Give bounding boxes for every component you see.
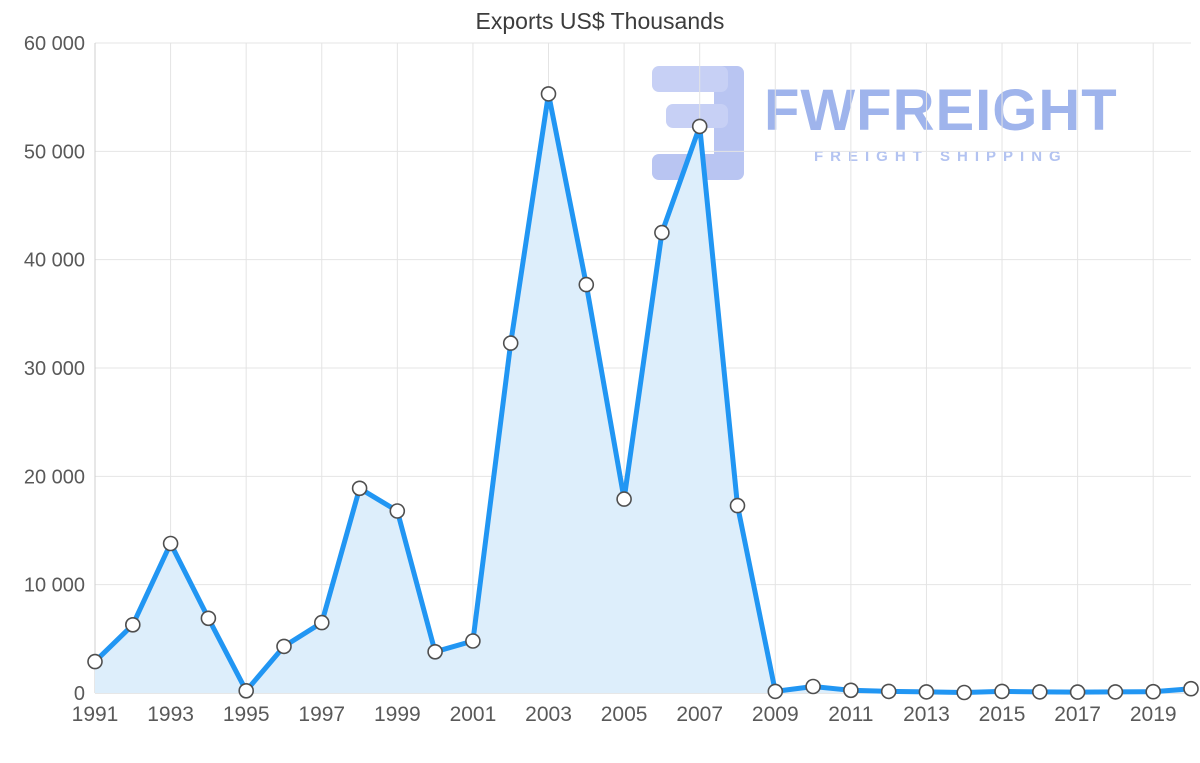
x-axis-label: 1991 (72, 703, 119, 726)
x-axis-label: 2007 (676, 703, 723, 726)
y-axis-label: 50 000 (24, 141, 85, 163)
x-axis-label: 2009 (752, 703, 799, 726)
data-point-marker[interactable] (540, 86, 557, 102)
x-axis-label: 2017 (1054, 703, 1101, 726)
y-axis-label: 20 000 (24, 466, 85, 488)
data-point-marker[interactable] (729, 497, 746, 514)
data-point-marker[interactable] (502, 335, 519, 351)
x-axis-label: 1999 (374, 703, 421, 726)
data-point-marker[interactable] (1183, 680, 1199, 697)
data-point-marker[interactable] (956, 684, 973, 701)
data-point-marker[interactable] (125, 616, 141, 633)
series-area-fill (95, 93, 1191, 693)
data-point-marker[interactable] (276, 638, 292, 655)
data-point-marker[interactable] (843, 682, 859, 699)
x-axis-label: 2005 (601, 703, 648, 726)
data-point-marker[interactable] (238, 682, 254, 699)
x-axis-label: 2001 (450, 703, 497, 726)
x-axis-label: 1993 (147, 703, 194, 726)
data-point-marker[interactable] (616, 491, 632, 507)
data-point-marker[interactable] (465, 633, 481, 649)
y-axis-label: 40 000 (24, 250, 85, 272)
data-point-marker[interactable] (1032, 684, 1048, 700)
x-axis-label: 2013 (903, 703, 950, 726)
data-point-marker[interactable] (351, 480, 368, 497)
x-axis-label: 1995 (223, 703, 270, 726)
brand-name: FWFREIGHT (764, 77, 1118, 143)
data-point-marker[interactable] (918, 684, 935, 700)
y-axis-label: 0 (74, 683, 85, 705)
data-point-marker[interactable] (578, 276, 595, 293)
y-axis-label: 10 000 (24, 575, 85, 597)
data-point-marker[interactable] (691, 118, 708, 135)
x-axis-label: 2019 (1130, 703, 1177, 726)
data-point-marker[interactable] (200, 610, 217, 627)
data-point-marker[interactable] (313, 614, 330, 631)
x-axis-label: 2015 (979, 703, 1026, 726)
data-point-marker[interactable] (1107, 684, 1124, 700)
data-point-marker[interactable] (87, 653, 103, 670)
y-axis-label: 60 000 (24, 33, 85, 55)
x-axis-label: 1997 (298, 703, 345, 726)
data-point-marker[interactable] (654, 224, 670, 241)
chart-title: Exports US$ Thousands (475, 8, 725, 34)
data-point-marker[interactable] (805, 678, 821, 695)
x-axis-label: 2003 (525, 703, 572, 726)
data-point-marker[interactable] (1069, 684, 1086, 700)
y-axis-label: 30 000 (24, 358, 85, 380)
x-axis-label: 2011 (828, 703, 873, 726)
data-point-marker[interactable] (994, 683, 1010, 700)
data-point-marker[interactable] (389, 503, 406, 519)
data-point-marker[interactable] (162, 535, 179, 552)
data-point-marker[interactable] (880, 683, 897, 700)
data-point-marker[interactable] (767, 683, 784, 700)
data-point-marker[interactable] (427, 643, 443, 660)
data-point-marker[interactable] (1145, 683, 1161, 700)
